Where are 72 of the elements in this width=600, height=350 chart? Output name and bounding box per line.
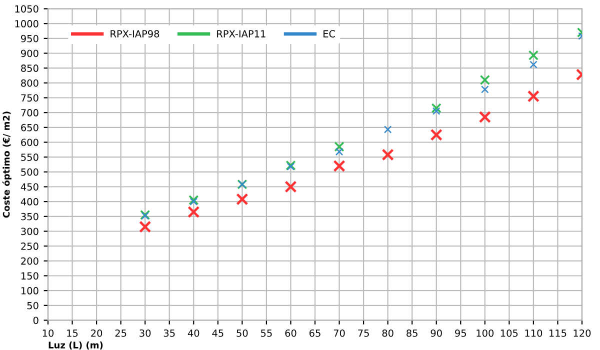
point — [478, 110, 491, 124]
x-tick-label: 60 — [285, 329, 296, 337]
point — [190, 198, 198, 206]
x-tick-label: 105 — [500, 329, 518, 337]
y-tick-label: 50 — [27, 302, 38, 310]
y-tick-label: 250 — [21, 242, 38, 250]
x-tick-label: 20 — [91, 329, 102, 337]
x-tick-label: 35 — [164, 329, 175, 337]
x-tick-label: 65 — [309, 329, 320, 337]
x-tick-label: 25 — [115, 329, 126, 337]
point — [236, 193, 248, 206]
y-tick-label: 150 — [21, 272, 38, 280]
y-tick-label: 0 — [33, 316, 38, 324]
point — [335, 148, 344, 156]
x-axis-title: Luz (L) (m) — [48, 341, 103, 350]
y-tick-label: 900 — [21, 50, 38, 58]
y-tick-label: 400 — [20, 198, 38, 206]
x-tick-label: 85 — [406, 329, 418, 337]
x-tick-label: 75 — [358, 330, 369, 337]
y-tick-label: 650 — [21, 124, 38, 132]
point — [139, 220, 152, 233]
y-tick-label: 850 — [21, 64, 38, 72]
y-tick-label: 750 — [21, 94, 38, 102]
y-tick-label: 350 — [21, 212, 38, 220]
x-tick-label: 115 — [550, 330, 566, 337]
x-tick-label: 40 — [188, 329, 200, 337]
point — [530, 60, 538, 68]
x-tick-label: 100 — [476, 329, 494, 337]
point — [382, 148, 394, 161]
x-tick-label: 95 — [455, 329, 466, 337]
x-tick-label: 55 — [261, 330, 272, 337]
y-tick-label: 1000 — [15, 20, 38, 28]
x-tick-label: 50 — [236, 329, 248, 337]
point — [431, 103, 442, 114]
y-tick-label: 550 — [21, 154, 38, 161]
legend-label: RPX-IAP98 — [110, 30, 160, 38]
y-axis-title: Coste óptimo (€/ m2) — [2, 112, 12, 218]
point — [527, 90, 540, 102]
y-tick-label: 450 — [20, 183, 38, 191]
point — [188, 206, 200, 218]
point — [286, 160, 296, 170]
y-tick-label: 500 — [21, 168, 38, 176]
point — [384, 126, 392, 134]
x-tick-label: 90 — [430, 329, 442, 337]
point — [333, 160, 346, 172]
x-tick-label: 10 — [42, 329, 54, 337]
x-tick-label: 70 — [334, 329, 345, 337]
x-tick-label: 45 — [212, 330, 224, 337]
point — [481, 86, 489, 94]
legend-label: EC — [324, 30, 335, 38]
y-tick-label: 300 — [21, 228, 38, 236]
point — [284, 180, 297, 193]
x-tick-label: 110 — [525, 329, 542, 337]
point — [430, 128, 442, 141]
point — [188, 195, 199, 206]
x-tick-label: 80 — [382, 329, 394, 337]
y-tick-label: 1050 — [15, 5, 38, 13]
y-tick-label: 800 — [21, 79, 38, 87]
x-tick-label: 120 — [574, 329, 591, 337]
y-tick-label: 700 — [21, 109, 38, 116]
point — [286, 162, 295, 170]
y-tick-label: 100 — [21, 287, 38, 294]
y-tick-label: 600 — [21, 138, 38, 146]
y-tick-label: 200 — [21, 257, 38, 265]
x-tick-label: 30 — [140, 329, 151, 337]
point — [432, 107, 440, 115]
point — [480, 74, 490, 86]
x-tick-label: 15 — [67, 330, 78, 337]
y-tick-label: 950 — [21, 34, 38, 42]
point — [334, 142, 344, 152]
legend-label: RPX-IAP11 — [217, 30, 266, 38]
point — [528, 50, 539, 60]
